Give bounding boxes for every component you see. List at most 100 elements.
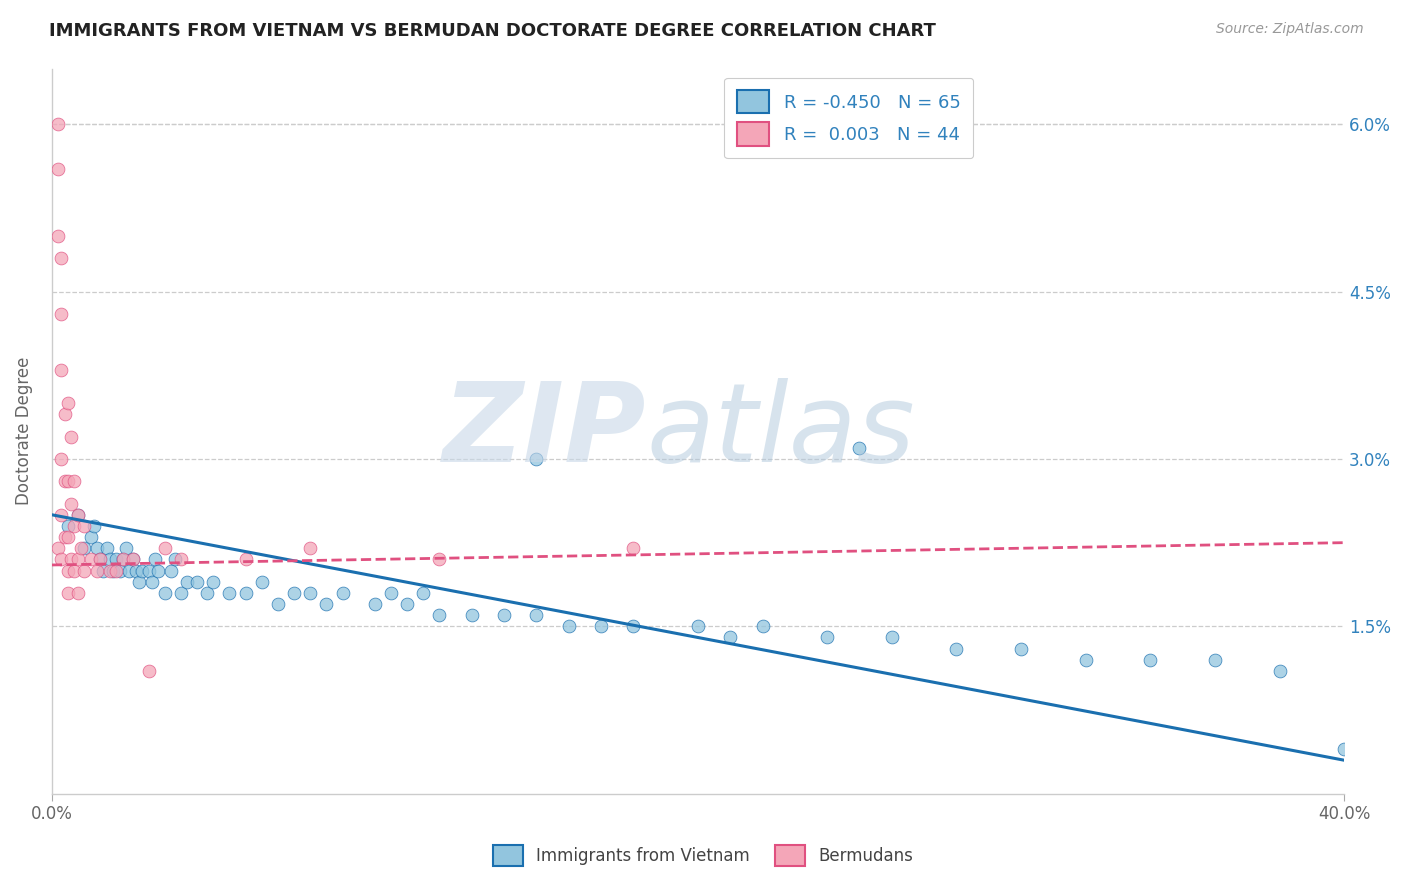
Point [108, 564, 131, 578]
Point [299, 586, 322, 600]
Point [63, 475, 86, 489]
Point [56, 396, 79, 410]
Point [176, 574, 198, 589]
Point [621, 541, 644, 556]
Point [121, 552, 143, 566]
Point [364, 597, 387, 611]
Point [163, 552, 186, 566]
Point [53, 475, 76, 489]
Point [267, 597, 290, 611]
Point [186, 574, 208, 589]
Point [86, 541, 108, 556]
Point [148, 564, 170, 578]
Point [143, 552, 166, 566]
Point [118, 564, 141, 578]
Point [1010, 641, 1032, 656]
Point [79, 552, 101, 566]
Y-axis label: Doctorate Degree: Doctorate Degree [15, 357, 32, 505]
Legend: R = -0.450   N = 65, R =  0.003   N = 44: R = -0.450 N = 65, R = 0.003 N = 44 [724, 78, 973, 158]
Point [56, 475, 79, 489]
Point [56, 519, 79, 533]
Point [73, 564, 96, 578]
Point [60, 497, 83, 511]
Point [128, 574, 150, 589]
Point [160, 564, 183, 578]
Point [195, 586, 218, 600]
Point [621, 619, 644, 633]
Point [60, 552, 83, 566]
Point [111, 552, 134, 566]
Text: Source: ZipAtlas.com: Source: ZipAtlas.com [1216, 22, 1364, 37]
Point [1268, 664, 1291, 678]
Point [53, 408, 76, 422]
Point [105, 552, 128, 566]
Point [396, 597, 419, 611]
Point [751, 619, 773, 633]
Point [51, 508, 73, 522]
Point [46, 541, 69, 556]
Point [299, 541, 322, 556]
Point [138, 664, 160, 678]
Point [1074, 653, 1097, 667]
Point [153, 541, 176, 556]
Point [63, 564, 86, 578]
Point [494, 608, 516, 623]
Point [56, 564, 79, 578]
Point [56, 586, 79, 600]
Text: IMMIGRANTS FROM VIETNAM VS BERMUDAN DOCTORATE DEGREE CORRELATION CHART: IMMIGRANTS FROM VIETNAM VS BERMUDAN DOCT… [49, 22, 936, 40]
Point [131, 564, 153, 578]
Point [105, 564, 128, 578]
Point [141, 574, 163, 589]
Point [332, 586, 354, 600]
Point [250, 574, 273, 589]
Point [66, 586, 89, 600]
Point [66, 508, 89, 522]
Point [718, 631, 741, 645]
Point [526, 452, 548, 467]
Point [138, 564, 160, 578]
Point [73, 519, 96, 533]
Point [46, 228, 69, 243]
Point [51, 363, 73, 377]
Point [73, 541, 96, 556]
Point [315, 597, 337, 611]
Point [60, 430, 83, 444]
Point [283, 586, 305, 600]
Point [1204, 653, 1226, 667]
Point [63, 519, 86, 533]
Point [412, 586, 434, 600]
Point [461, 608, 484, 623]
Point [98, 552, 121, 566]
Point [51, 307, 73, 321]
Point [98, 564, 121, 578]
Point [111, 552, 134, 566]
Point [1333, 742, 1355, 756]
Point [101, 564, 124, 578]
Point [202, 574, 225, 589]
Point [815, 631, 838, 645]
Point [880, 631, 903, 645]
Point [235, 552, 257, 566]
Point [83, 519, 105, 533]
Point [53, 530, 76, 544]
Text: ZIP: ZIP [443, 377, 647, 484]
Point [686, 619, 709, 633]
Point [79, 530, 101, 544]
Point [121, 552, 143, 566]
Point [170, 586, 193, 600]
Point [235, 586, 257, 600]
Point [46, 117, 69, 131]
Point [66, 508, 89, 522]
Point [86, 564, 108, 578]
Point [557, 619, 579, 633]
Point [93, 564, 115, 578]
Point [945, 641, 967, 656]
Point [69, 541, 91, 556]
Point [380, 586, 402, 600]
Point [66, 552, 89, 566]
Point [218, 586, 240, 600]
Point [51, 552, 73, 566]
Point [848, 441, 870, 455]
Point [153, 586, 176, 600]
Point [89, 552, 111, 566]
